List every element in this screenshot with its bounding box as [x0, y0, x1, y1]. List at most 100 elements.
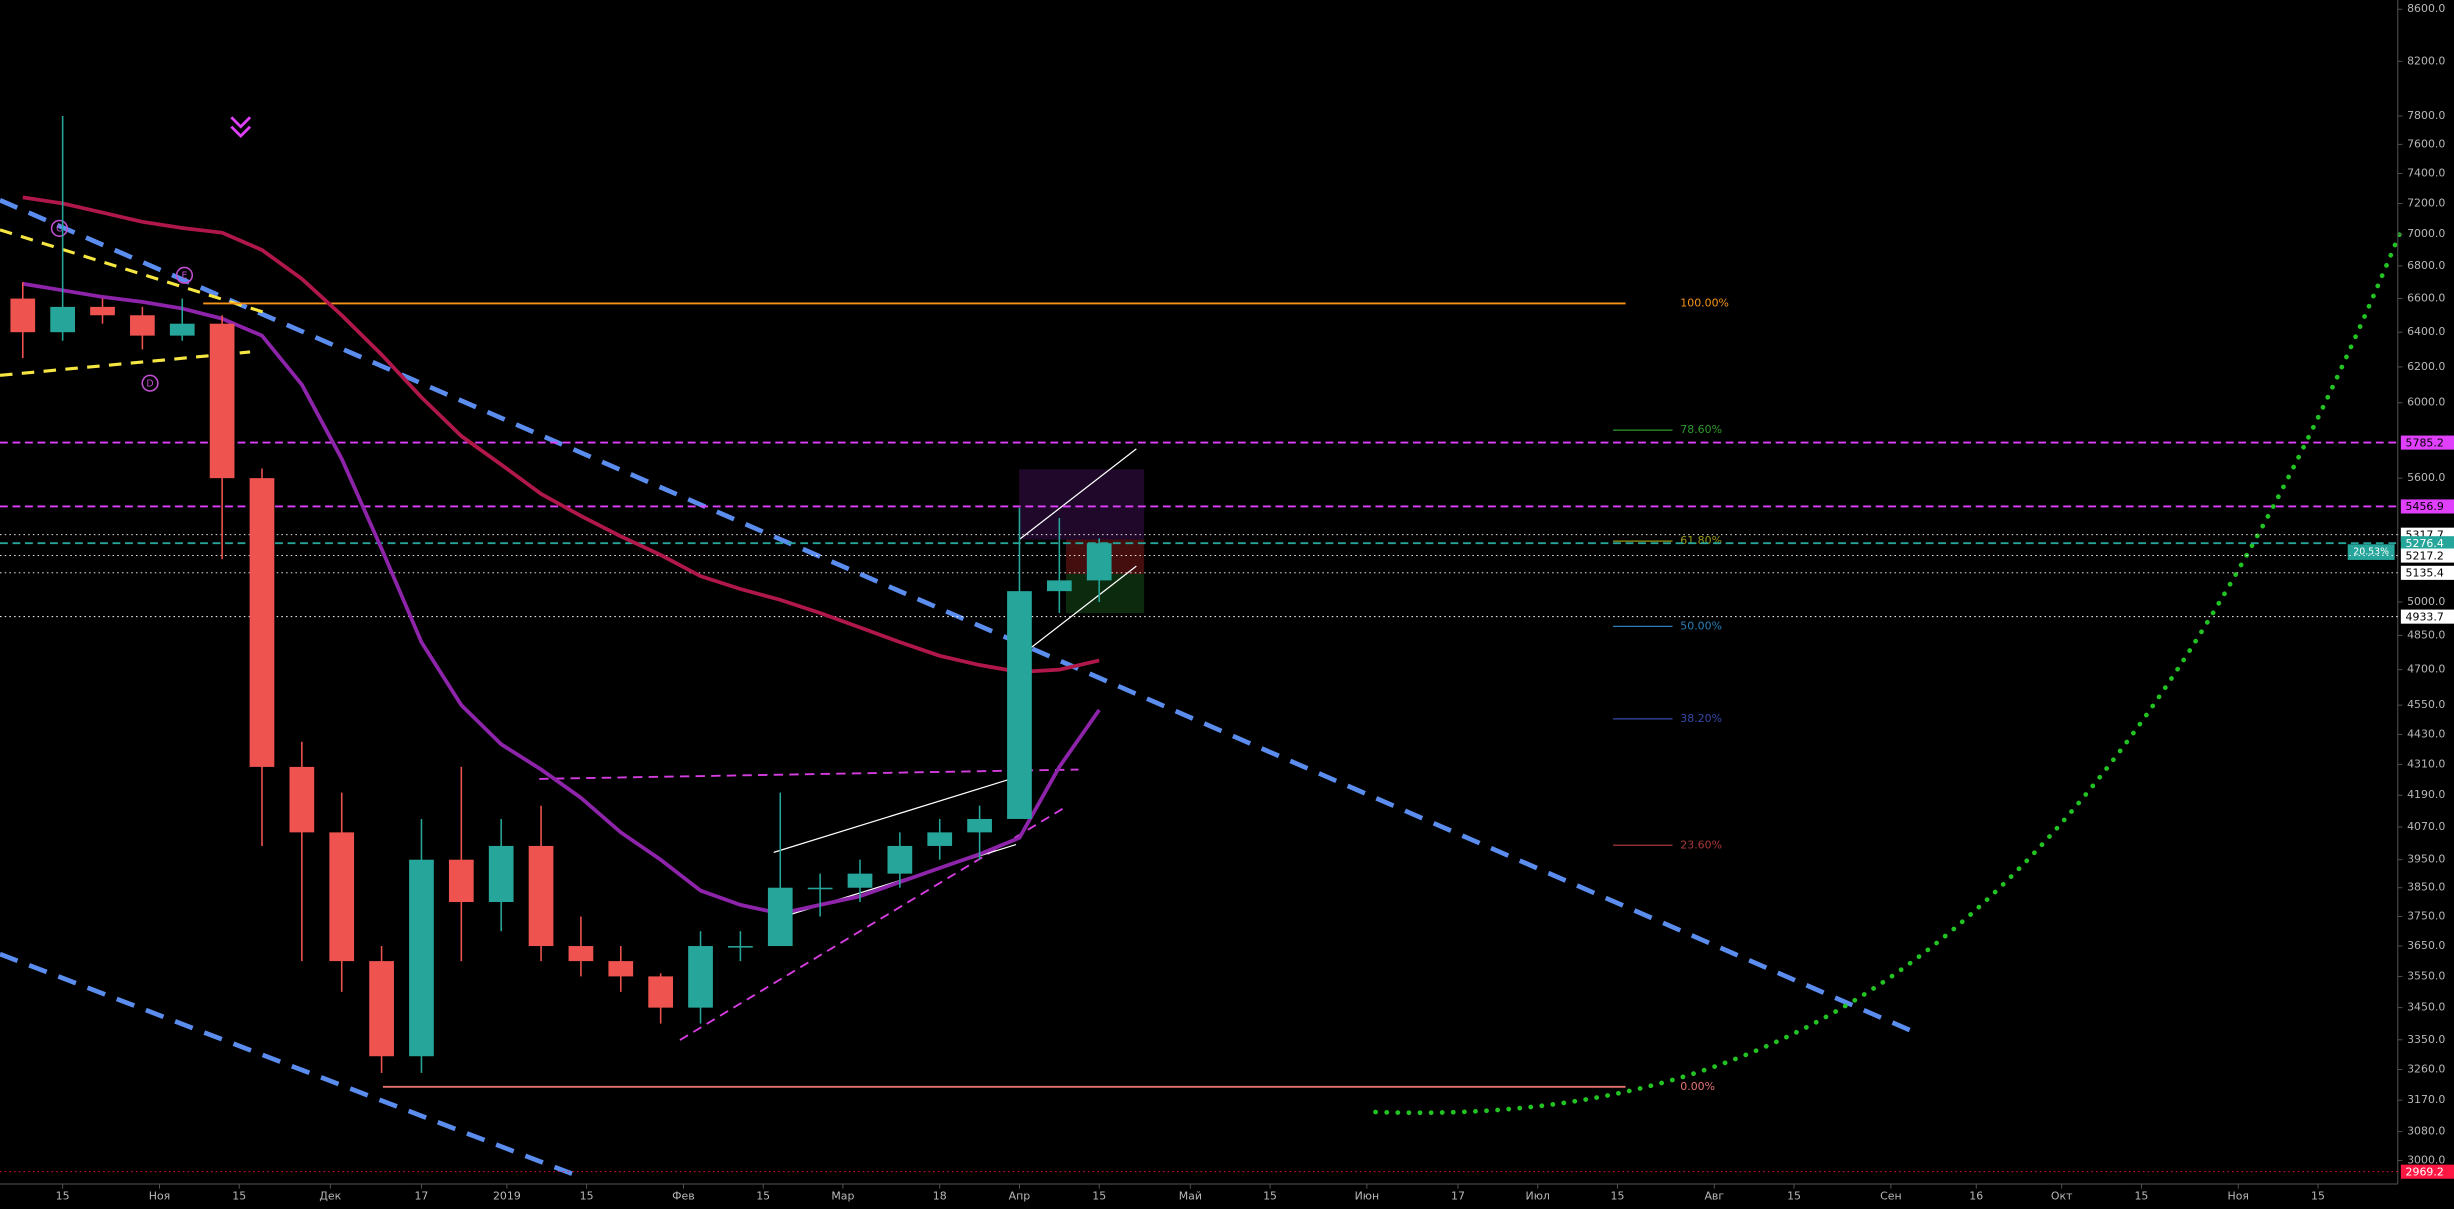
candle-body	[688, 946, 713, 1008]
x-tick-label: Июн	[1355, 1189, 1380, 1202]
fib-label: 0.00%	[1680, 1080, 1715, 1093]
price-badge	[2400, 609, 2454, 624]
shade-box	[1019, 469, 1145, 540]
price-label: 2969.2	[2406, 1165, 2444, 1178]
trend-line	[0, 350, 251, 377]
y-tick-label: 4700.0	[2407, 663, 2445, 676]
y-tick-label: 8200.0	[2407, 54, 2445, 67]
x-tick-label: Мар	[831, 1189, 854, 1202]
candle-body	[488, 845, 514, 903]
candle-body	[50, 306, 76, 333]
x-tick-label: 16	[1969, 1189, 1983, 1202]
y-tick-label: 3000.0	[2407, 1153, 2445, 1166]
x-tick-label: 15	[1263, 1189, 1277, 1202]
x-tick-label: 17	[1451, 1189, 1465, 1202]
shade-box	[1066, 574, 1145, 614]
candle-body	[289, 766, 315, 833]
candle-body	[409, 859, 434, 1057]
candle-body	[10, 298, 36, 333]
x-tick-label: 15	[56, 1189, 70, 1202]
y-tick-label: 4430.0	[2407, 727, 2445, 740]
x-tick-label: 15	[2134, 1189, 2148, 1202]
projection-arc	[1373, 232, 2402, 1116]
price-label: 4933.7	[2406, 610, 2444, 623]
moving-average	[22, 281, 1101, 916]
x-tick-label: Ноя	[149, 1189, 170, 1202]
x-tick-label: Окт	[2051, 1189, 2073, 1202]
price-badge	[2400, 565, 2454, 580]
trend-line	[679, 807, 1064, 1041]
price-badge	[2400, 435, 2454, 450]
y-tick-label: 3450.0	[2407, 1001, 2445, 1014]
y-tick-label: 6000.0	[2407, 396, 2445, 409]
x-tick-label: Дек	[319, 1189, 341, 1202]
price-label: 5785.2	[2406, 436, 2444, 449]
candle-body	[887, 845, 913, 874]
price-badge	[2400, 499, 2454, 514]
fib-label: 78.60%	[1680, 423, 1722, 436]
y-tick-label: 7400.0	[2407, 167, 2445, 180]
y-tick-label: 3260.0	[2407, 1063, 2445, 1076]
wave-marker	[50, 219, 68, 237]
y-tick-label: 5000.0	[2407, 595, 2445, 608]
y-tick-label: 3950.0	[2407, 853, 2445, 866]
candle-body	[568, 946, 594, 962]
x-tick-label: Апр	[1009, 1189, 1031, 1202]
candle-body	[369, 961, 394, 1057]
y-tick-label: 3550.0	[2407, 969, 2445, 982]
candle-body	[608, 961, 634, 977]
trend-line	[0, 951, 580, 1179]
y-tick-label: 6800.0	[2407, 259, 2445, 272]
change-label: 20.53%	[2353, 547, 2389, 558]
y-tick-label: 7800.0	[2407, 109, 2445, 122]
channel-line	[773, 776, 1017, 853]
y-tick-label: 7000.0	[2407, 227, 2445, 240]
x-tick-label: 15	[1092, 1189, 1106, 1202]
price-label: 5276.4	[2406, 537, 2444, 550]
y-tick-label: 5600.0	[2407, 471, 2445, 484]
x-tick-label: Фев	[672, 1189, 695, 1202]
y-tick-label: 4550.0	[2407, 698, 2445, 711]
y-tick-label: 3850.0	[2407, 881, 2445, 894]
x-tick-label: Июл	[1526, 1189, 1550, 1202]
candle-body	[767, 887, 793, 947]
price-label: 5135.4	[2406, 567, 2444, 580]
y-tick-label: 3650.0	[2407, 939, 2445, 952]
y-tick-label: 3750.0	[2407, 909, 2445, 922]
moving-average	[22, 195, 1100, 674]
y-tick-label: 4190.0	[2407, 788, 2445, 801]
chevron-icon	[230, 116, 252, 139]
x-tick-label: Май	[1179, 1189, 1202, 1202]
y-tick-label: 8600.0	[2407, 2, 2445, 15]
wave-marker	[141, 374, 159, 392]
candle-body	[967, 818, 992, 833]
y-tick-label: 4310.0	[2407, 757, 2445, 770]
x-tick-label: 15	[2311, 1189, 2325, 1202]
candle-body	[90, 306, 115, 316]
wave-label: D	[146, 378, 153, 389]
x-tick-label: 15	[580, 1189, 594, 1202]
y-tick-label: 3350.0	[2407, 1033, 2445, 1046]
x-tick-label: Ноя	[2228, 1189, 2249, 1202]
candle-body	[927, 832, 953, 846]
x-tick-label: 15	[1787, 1189, 1801, 1202]
trend-line	[539, 768, 1079, 780]
candle-body	[448, 859, 474, 903]
fib-label: 50.00%	[1680, 619, 1722, 632]
candle-body	[528, 845, 554, 947]
candle-body	[807, 887, 833, 890]
x-tick-label: 2019	[493, 1189, 521, 1202]
x-tick-label: 15	[232, 1189, 246, 1202]
price-label: 5217.2	[2406, 549, 2444, 562]
x-tick-label: Авг	[1704, 1189, 1724, 1202]
y-tick-label: 6600.0	[2407, 292, 2445, 305]
candle-body	[249, 478, 275, 767]
wave-label: C	[56, 224, 63, 235]
fib-label: 23.60%	[1680, 838, 1722, 851]
price-badge	[2400, 536, 2454, 551]
wave-label: E	[181, 271, 187, 282]
candle-body	[1046, 580, 1072, 592]
y-tick-label: 4850.0	[2407, 628, 2445, 641]
